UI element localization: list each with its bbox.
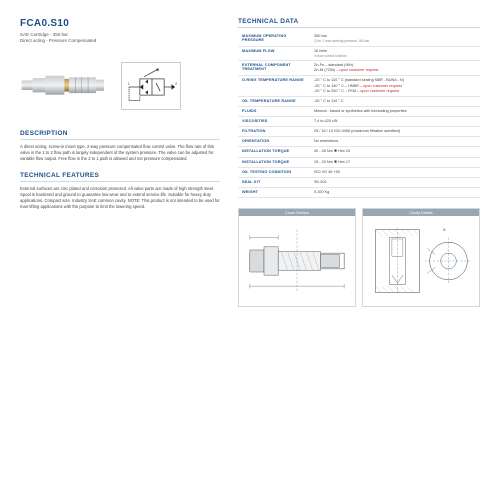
tech-label: INSTALLATION TORQUE (238, 147, 310, 157)
table-row: VISCOSITIES7,4 to 420 cSt (238, 117, 480, 127)
table-row: FILTRATION25 / 16 / 13 ISO 4406 (maximum… (238, 127, 480, 137)
techdata-table: MAXIMUM OPERATING PRESSURE350 barQ for 1… (238, 32, 480, 198)
cross-section-head: Cross Section (239, 209, 355, 216)
tech-value: 15 - 20 Nm ✱ Hex 17 (310, 157, 480, 167)
table-row: OIL TESTING CONDITIONISO VG 46 +50 (238, 167, 480, 177)
table-row: INSTALLATION TORQUE15 - 20 Nm ✱ Hex 17 (238, 157, 480, 167)
tech-value: Mineral - based or synthetics with lubri… (310, 106, 480, 116)
table-row: OIL TEMPERATURE RANGE-30 ° C to 110 ° C (238, 96, 480, 106)
tech-label: ORIENTATION (238, 137, 310, 147)
cavity-details-card: Cavity Details (362, 208, 480, 307)
tech-label: FILTRATION (238, 127, 310, 137)
table-row: EXTERNAL COMPONENT TREATMENTZn-Fe – stan… (238, 61, 480, 76)
features-heading: TECHNICAL FEATURES (20, 172, 220, 182)
table-row: SEAL KITSK-501 (238, 177, 480, 187)
tech-label: MAXIMUM OPERATING PRESSURE (238, 32, 310, 46)
tech-label: WEIGHT (238, 187, 310, 197)
subtitle-2: Direct acting - Pressure Compensated (20, 38, 220, 44)
tech-value: Zn-Fe – standard (96h)Zn-Ni (720h) – upo… (310, 61, 480, 76)
tech-value: No restrictions (310, 137, 480, 147)
page-title: FCA0.S10 (20, 18, 220, 29)
description-heading: DESCRIPTION (20, 130, 220, 140)
tech-label: FLUIDS (238, 106, 310, 116)
tech-label: OIL TESTING CONDITION (238, 167, 310, 177)
svg-text:1: 1 (128, 81, 131, 86)
table-row: ORIENTATIONNo restrictions (238, 137, 480, 147)
tech-value: -20 ° C to 110 ° C (standard sealing NBR… (310, 76, 480, 96)
table-row: FLUIDSMineral - based or synthetics with… (238, 106, 480, 116)
tech-value: SK-501 (310, 177, 480, 187)
cross-section-diagram (239, 216, 355, 306)
tech-value: 40 - 45 Nm ✱ Hex 24 (310, 147, 480, 157)
svg-text:Ø: Ø (443, 228, 446, 232)
table-row: O-RING TEMPERATURE RANGE-20 ° C to 110 °… (238, 76, 480, 96)
tech-label: VISCOSITIES (238, 117, 310, 127)
description-text: A direct acting, screw-in insert type, 2… (20, 144, 220, 162)
tech-label: MAXIMUM FLOW (238, 46, 310, 61)
cross-section-card: Cross Section (238, 208, 356, 307)
tech-value: 16 l/minin flow control function (310, 46, 480, 61)
tech-value: 350 barQ for 1 max working pressure 160 … (310, 32, 480, 46)
product-photo (20, 56, 115, 116)
tech-label: INSTALLATION TORQUE (238, 157, 310, 167)
tech-value: 25 / 16 / 13 ISO 4406 (maximum filtratio… (310, 127, 480, 137)
cavity-details-head: Cavity Details (363, 209, 479, 216)
tech-label: OIL TEMPERATURE RANGE (238, 96, 310, 106)
tech-label: EXTERNAL COMPONENT TREATMENT (238, 61, 310, 76)
tech-label: O-RING TEMPERATURE RANGE (238, 76, 310, 96)
table-row: MAXIMUM FLOW16 l/minin flow control func… (238, 46, 480, 61)
techdata-heading: TECHNICAL DATA (238, 18, 480, 28)
table-row: WEIGHT0,100 Kg (238, 187, 480, 197)
tech-label: SEAL KIT (238, 177, 310, 187)
features-text: External surfaces are zinc plated and co… (20, 186, 220, 210)
table-row: MAXIMUM OPERATING PRESSURE350 barQ for 1… (238, 32, 480, 46)
tech-value: -30 ° C to 110 ° C (310, 96, 480, 106)
tech-value: 0,100 Kg (310, 187, 480, 197)
tech-value: 7,4 to 420 cSt (310, 117, 480, 127)
svg-text:2: 2 (175, 81, 178, 86)
table-row: INSTALLATION TORQUE40 - 45 Nm ✱ Hex 24 (238, 147, 480, 157)
tech-value: ISO VG 46 +50 (310, 167, 480, 177)
hydraulic-symbol: 1 2 (121, 62, 181, 110)
cavity-details-diagram: Ø (363, 216, 479, 306)
